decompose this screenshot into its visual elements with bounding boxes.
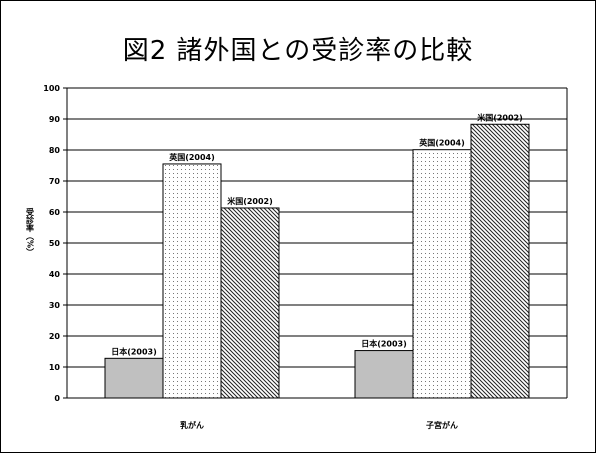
bar (220, 207, 280, 399)
y-tick-label: 50 (49, 239, 61, 248)
axes (63, 87, 568, 399)
bar-data-label: 米国(2002) (476, 112, 523, 122)
chart-title: 図2 諸外国との受診率の比較 (122, 36, 474, 66)
y-tick-label: 60 (49, 208, 61, 217)
y-tick-label: 30 (49, 301, 61, 310)
bar (470, 123, 530, 399)
bars (104, 123, 530, 399)
bar-data-label: 英国(2004) (418, 138, 465, 148)
bar (412, 149, 472, 399)
x-category-label: 乳がん (180, 420, 204, 430)
y-tick-label: 0 (54, 394, 60, 403)
bar (104, 357, 164, 399)
y-tick-label: 10 (49, 363, 61, 372)
y-tick-label: 90 (49, 115, 61, 124)
y-tick-label: 70 (49, 177, 61, 186)
y-tick-label: 20 (49, 332, 61, 341)
labels: 0 10 20 30 40 50 60 70 80 90 100 日本(2003) 英国(2004) 米国… (25, 84, 523, 430)
y-tick-label: 100 (43, 84, 60, 93)
bar-data-label: 日本(2003) (111, 346, 157, 356)
y-tick-label: 80 (49, 146, 61, 155)
bar-data-label: 米国(2002) (226, 196, 273, 206)
bar (162, 163, 222, 399)
x-category-label: 子宮がん (426, 420, 458, 430)
y-tick-label: 40 (49, 270, 61, 279)
bar-data-label: 英国(2004) (168, 152, 215, 162)
bar (354, 350, 414, 399)
bar-data-label: 日本(2003) (361, 339, 407, 349)
y-axis-label: 受診率（%） (25, 207, 35, 256)
